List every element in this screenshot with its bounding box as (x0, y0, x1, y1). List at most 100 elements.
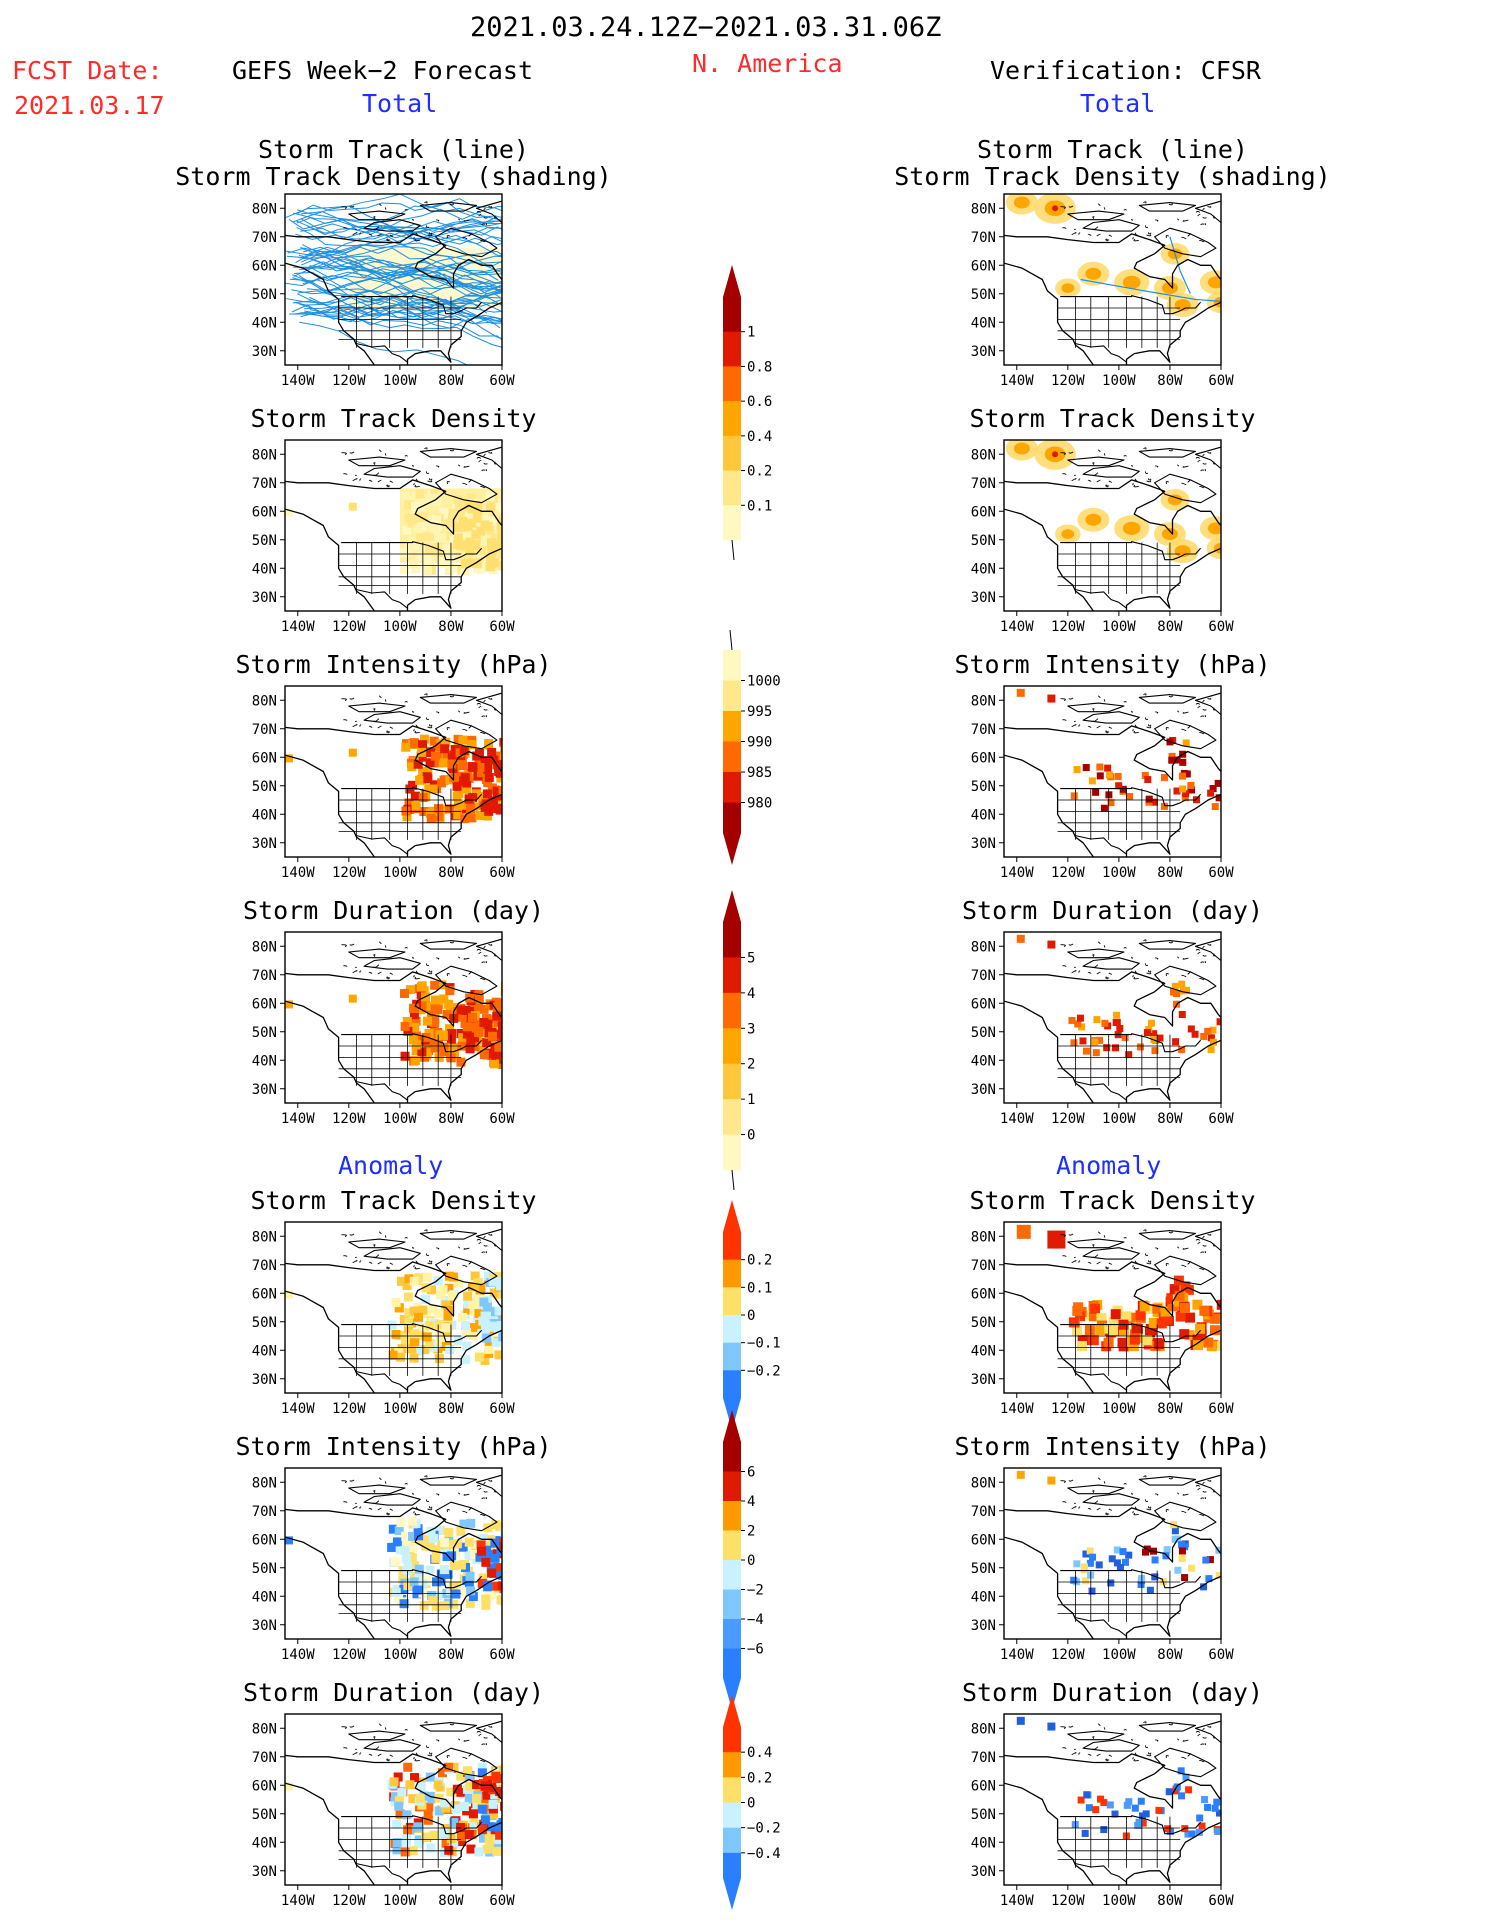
colorbar-segment (723, 650, 741, 681)
lon-tick-label: 100W (383, 865, 417, 881)
colorbar-segment (723, 922, 741, 958)
lat-tick-label: 50N (971, 533, 996, 549)
lat-tick-label: 40N (252, 315, 277, 331)
lon-tick-label: 120W (1051, 1647, 1085, 1663)
colorbar-segment (723, 1315, 741, 1344)
colorbar-label: 0.2 (747, 1770, 772, 1786)
colorbar-segment (723, 1342, 741, 1371)
colorbar-segment (723, 1560, 741, 1590)
colorbar-label: 4 (747, 1494, 755, 1510)
lat-tick-label: 80N (252, 1475, 277, 1491)
map-basemap (285, 1474, 502, 1639)
map-basemap (1004, 440, 1221, 611)
right-map-panel: 80N 70N 60N 50N 40N 30N 140W 120W 100W 80W 60W (971, 193, 1234, 389)
lat-tick-label: 70N (252, 230, 277, 246)
colorbar-segment (723, 711, 741, 742)
lon-tick-label: 140W (1000, 1401, 1034, 1417)
colorbar-segment (723, 957, 741, 994)
lat-tick-label: 40N (971, 1589, 996, 1605)
colorbar-segment (723, 1063, 741, 1100)
lat-tick-label: 60N (971, 1286, 996, 1302)
colorbar-segment (723, 1028, 741, 1065)
colorbar-intensity: 1000 995 990 985 980 (700, 629, 800, 865)
lat-tick-label: 50N (252, 533, 277, 549)
colorbar-segment (723, 992, 741, 1029)
lon-tick-label: 100W (383, 1401, 417, 1417)
lat-tick-label: 70N (971, 722, 996, 738)
colorbar-segment (723, 1827, 741, 1854)
lat-tick-label: 70N (252, 968, 277, 984)
lat-tick-label: 70N (252, 1258, 277, 1274)
right-map-panel: 80N 70N 60N 50N 40N 30N 140W 120W 100W 80W 60W (971, 439, 1234, 635)
colorbar-label: 0 (747, 1308, 755, 1324)
lon-tick-label: 60W (489, 1893, 515, 1909)
lat-tick-label: 70N (971, 1258, 996, 1274)
colorbar-intensity-anomaly: 6 4 2 0 −2 −4 −6 (700, 1410, 800, 1710)
colorbar-segment (723, 1589, 741, 1620)
colorbar-label: 0 (747, 1553, 755, 1569)
colorbar-segment (723, 1619, 741, 1649)
lat-tick-label: 30N (971, 344, 996, 360)
lat-tick-label: 30N (252, 1372, 277, 1388)
lat-tick-label: 80N (971, 939, 996, 955)
lat-tick-label: 50N (252, 779, 277, 795)
lat-tick-label: 40N (971, 1343, 996, 1359)
map-basemap (285, 692, 502, 857)
colorbar-label: 0.2 (747, 464, 772, 480)
lon-tick-label: 80W (1157, 865, 1183, 881)
lat-tick-label: 30N (971, 1864, 996, 1880)
map-basemap (285, 194, 502, 365)
colorbar-label: 3 (747, 1021, 755, 1037)
right-map-panel: 80N 70N 60N 50N 40N 30N 140W 120W 100W 80W 60W (971, 931, 1234, 1127)
colorbar-label: 0.1 (747, 498, 772, 514)
colorbar-label: −0.2 (747, 1821, 781, 1837)
lon-tick-label: 120W (332, 865, 366, 881)
lat-tick-label: 80N (252, 201, 277, 217)
lon-tick-label: 140W (1000, 1111, 1034, 1127)
map-basemap (285, 938, 502, 1103)
colorbar-segment (723, 1752, 741, 1778)
colorbar-segment (723, 1802, 741, 1829)
lon-tick-label: 100W (383, 1647, 417, 1663)
lon-tick-label: 140W (281, 1401, 315, 1417)
lat-tick-label: 60N (971, 1778, 996, 1794)
left-anomaly-label: Anomaly (338, 1151, 444, 1180)
lat-tick-label: 80N (971, 693, 996, 709)
lat-tick-label: 60N (971, 996, 996, 1012)
left-column-title: GEFS Week−2 Forecast (232, 56, 534, 85)
lon-tick-label: 140W (1000, 1647, 1034, 1663)
lon-tick-label: 120W (1051, 373, 1085, 389)
lat-tick-label: 70N (252, 476, 277, 492)
lon-tick-label: 100W (1102, 1893, 1136, 1909)
lat-tick-label: 50N (971, 779, 996, 795)
colorbar-segment (723, 1727, 741, 1753)
left-panel-title: Storm Intensity (hPa) (235, 650, 552, 679)
colorbar-segment (723, 802, 741, 834)
lon-tick-label: 120W (1051, 1401, 1085, 1417)
lon-tick-label: 100W (1102, 865, 1136, 881)
lat-tick-label: 80N (252, 693, 277, 709)
lat-tick-label: 50N (252, 287, 277, 303)
colorbar-segment (723, 1442, 741, 1472)
lon-tick-label: 100W (383, 373, 417, 389)
right-panel-title: Storm Track Density (969, 404, 1256, 433)
left-total-label: Total (362, 89, 438, 118)
colorbar-label: 995 (747, 704, 772, 720)
lon-tick-label: 60W (489, 865, 515, 881)
colorbar-segment (723, 505, 741, 541)
map-basemap (285, 1720, 502, 1885)
lon-tick-label: 60W (489, 1111, 515, 1127)
colorbar-duration: 5 4 3 2 1 0 (700, 890, 800, 1191)
lat-tick-label: 50N (971, 1561, 996, 1577)
lat-tick-label: 80N (252, 447, 277, 463)
lon-tick-label: 100W (1102, 1401, 1136, 1417)
fcst-date-value: 2021.03.17 (14, 91, 165, 120)
colorbar-label: 0.4 (747, 429, 772, 445)
lat-tick-label: 80N (971, 1229, 996, 1245)
lat-tick-label: 40N (252, 807, 277, 823)
lat-tick-label: 60N (971, 1532, 996, 1548)
colorbar-label: −0.4 (747, 1846, 781, 1862)
lon-tick-label: 100W (1102, 1111, 1136, 1127)
region-title: N. America (692, 49, 843, 78)
right-panel-title: Storm Track (line) Storm Track Density (… (894, 135, 1331, 191)
